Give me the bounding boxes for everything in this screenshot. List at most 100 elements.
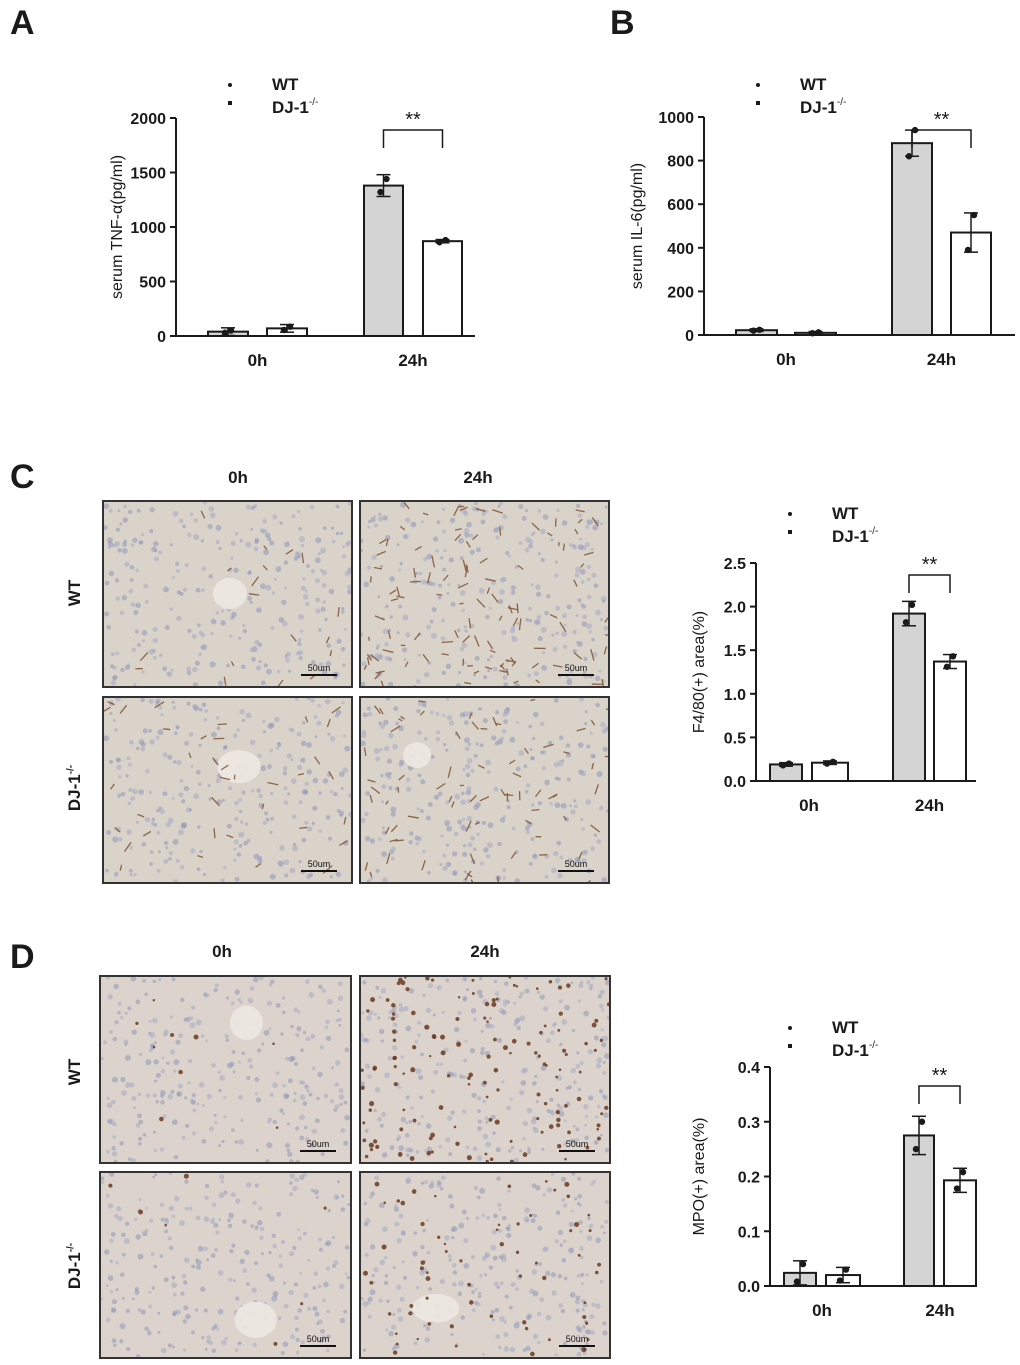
nucleus (173, 731, 178, 736)
legend-label-wt: WT (832, 1018, 859, 1037)
nucleus (111, 1338, 117, 1344)
nucleus (341, 701, 345, 705)
stained-cell (516, 603, 519, 614)
nucleus (160, 1217, 165, 1222)
nucleus (379, 1202, 385, 1209)
nucleus (514, 683, 521, 686)
nucleus (272, 1243, 277, 1249)
nucleus (518, 504, 524, 510)
nucleus (148, 1019, 152, 1023)
nucleus (302, 577, 306, 581)
stained-cell (515, 985, 519, 988)
nucleus (339, 1317, 346, 1324)
nucleus (144, 600, 149, 604)
micrograph-d-wt-24h: 50um (359, 975, 611, 1164)
nucleus (286, 1148, 291, 1153)
stained-cell (364, 862, 369, 872)
nucleus (592, 525, 598, 531)
stained-cell (495, 997, 499, 1001)
nucleus (262, 821, 267, 825)
stained-cell (373, 1139, 378, 1144)
nucleus (498, 598, 504, 605)
nucleus (389, 1145, 395, 1151)
nucleus (445, 800, 450, 805)
nucleus (278, 1254, 283, 1259)
nucleus (482, 1133, 489, 1140)
nucleus (514, 565, 519, 569)
nucleus (559, 855, 563, 860)
nucleus (380, 1039, 384, 1043)
nucleus (433, 1069, 439, 1075)
nucleus (127, 1157, 132, 1161)
stained-cell (383, 1201, 386, 1205)
nucleus (190, 1099, 196, 1105)
nucleus (292, 845, 298, 852)
nucleus (578, 1220, 583, 1225)
nucleus (515, 1321, 520, 1326)
nucleus (487, 669, 491, 673)
nucleus (283, 800, 289, 805)
data-point (221, 329, 229, 336)
nucleus (211, 1348, 217, 1354)
nucleus (284, 1142, 291, 1149)
nucleus (590, 846, 595, 851)
nucleus (215, 777, 221, 784)
nucleus (309, 1142, 315, 1148)
nucleus (121, 1252, 126, 1257)
stained-cell (387, 1312, 392, 1316)
nucleus (124, 561, 130, 567)
nucleus (128, 762, 132, 767)
stained-cell (389, 589, 397, 595)
nucleus (335, 709, 342, 716)
nucleus (192, 682, 198, 686)
stained-cell (473, 635, 480, 647)
nucleus (307, 1258, 311, 1262)
stained-cell (251, 576, 259, 587)
nucleus (152, 1093, 158, 1098)
stained-cell (454, 533, 462, 541)
nucleus (173, 1154, 179, 1160)
nucleus (491, 735, 497, 741)
nucleus (490, 1114, 496, 1120)
nucleus (536, 620, 541, 625)
nucleus (554, 1353, 558, 1357)
nucleus (185, 1123, 190, 1128)
nucleus (365, 1015, 372, 1022)
nucleus (194, 660, 200, 666)
stained-cell (542, 1275, 547, 1281)
stained-cell (389, 838, 398, 843)
nucleus (262, 518, 267, 524)
nucleus (211, 1202, 217, 1208)
nucleus (388, 786, 393, 791)
nucleus (420, 1115, 424, 1119)
nucleus (258, 977, 264, 981)
nucleus (157, 1330, 161, 1334)
nucleus (246, 1075, 251, 1080)
nucleus (488, 1016, 492, 1020)
stained-cell (591, 762, 595, 770)
nucleus (203, 1216, 210, 1223)
stained-cell (223, 676, 227, 686)
nucleus (334, 1060, 341, 1066)
bar (891, 142, 933, 336)
nucleus (254, 539, 259, 544)
nucleus (530, 1218, 536, 1224)
nucleus (153, 1041, 157, 1045)
nucleus (222, 798, 226, 802)
nucleus (378, 512, 382, 517)
nucleus (117, 1215, 123, 1222)
nucleus (529, 748, 533, 752)
stained-cell (604, 755, 608, 758)
stained-cell (562, 1048, 567, 1053)
nucleus (498, 1255, 503, 1260)
y-tick-label: 1500 (130, 166, 166, 183)
nucleus (567, 857, 573, 864)
stained-cell (277, 679, 284, 686)
nucleus (107, 1275, 114, 1282)
stained-cell (485, 1159, 489, 1162)
legend-label-wt: WT (272, 75, 299, 94)
nucleus (579, 698, 585, 702)
nucleus (600, 522, 604, 526)
nucleus (282, 620, 288, 627)
nucleus (338, 1283, 345, 1290)
